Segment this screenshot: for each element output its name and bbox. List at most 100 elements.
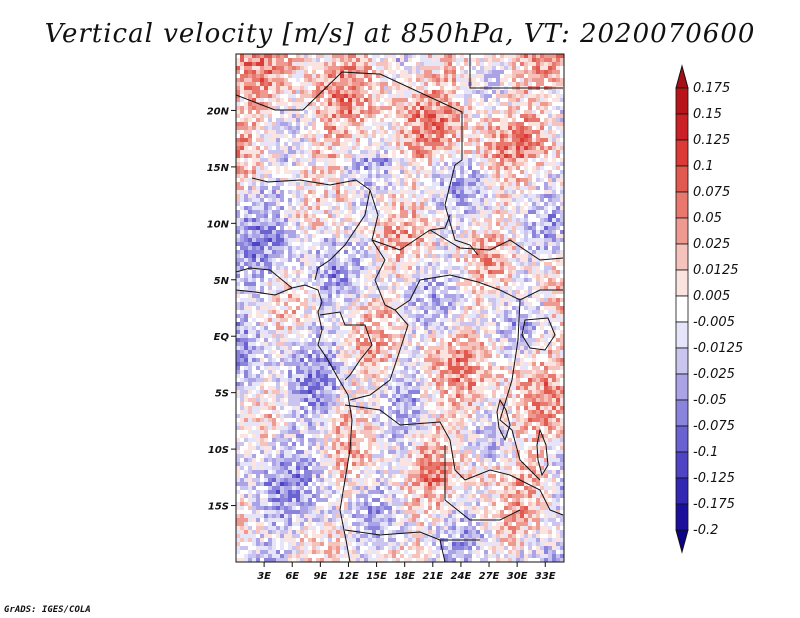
field-cell [548, 106, 553, 111]
field-cell [512, 134, 517, 139]
field-cell [440, 238, 445, 243]
field-cell [244, 242, 249, 247]
field-cell [528, 62, 533, 67]
field-cell [512, 206, 517, 211]
field-cell [276, 174, 281, 179]
field-cell [512, 154, 517, 159]
field-cell [560, 106, 564, 111]
field-cell [272, 242, 277, 247]
field-cell [472, 286, 477, 291]
field-cell [552, 98, 557, 103]
field-cell [360, 258, 365, 263]
field-cell [556, 142, 561, 147]
field-cell [416, 170, 421, 175]
field-cell [532, 166, 537, 171]
field-cell [312, 126, 317, 131]
field-cell [360, 106, 365, 111]
field-cell [268, 94, 273, 99]
field-cell [392, 70, 397, 75]
field-cell [556, 118, 561, 123]
field-cell [408, 282, 413, 287]
field-cell [348, 214, 353, 219]
field-cell [316, 238, 321, 243]
field-cell [560, 154, 564, 159]
field-cell [292, 282, 297, 287]
field-cell [516, 206, 521, 211]
field-cell [380, 246, 385, 251]
field-cell [524, 190, 529, 195]
field-cell [308, 122, 313, 127]
field-cell [384, 214, 389, 219]
field-cell [500, 162, 505, 167]
field-cell [504, 254, 509, 259]
field-cell [300, 190, 305, 195]
field-cell [332, 214, 337, 219]
field-cell [392, 290, 397, 295]
field-cell [360, 134, 365, 139]
field-cell [392, 126, 397, 131]
field-cell [356, 214, 361, 219]
field-cell [412, 266, 417, 271]
field-cell [432, 270, 437, 275]
field-cell [560, 222, 564, 227]
field-cell [404, 102, 409, 107]
field-cell [504, 130, 509, 135]
field-cell [464, 118, 469, 123]
field-cell [336, 122, 341, 127]
field-cell [556, 230, 561, 235]
field-cell [300, 134, 305, 139]
field-cell [312, 266, 317, 271]
field-cell [384, 210, 389, 215]
field-cell [300, 102, 305, 107]
field-cell [548, 242, 553, 247]
field-cell [368, 210, 373, 215]
field-cell [252, 170, 257, 175]
field-cell [520, 234, 525, 239]
field-cell [560, 130, 564, 135]
field-cell [344, 170, 349, 175]
field-cell [524, 90, 529, 95]
field-cell [368, 66, 373, 71]
field-cell [524, 234, 529, 239]
field-cell [320, 186, 325, 191]
field-cell [348, 106, 353, 111]
field-cell [516, 126, 521, 131]
field-cell [520, 146, 525, 151]
field-cell [292, 230, 297, 235]
field-cell [236, 294, 241, 299]
field-cell [492, 138, 497, 143]
field-cell [316, 194, 321, 199]
field-cell [368, 246, 373, 251]
field-cell [508, 98, 513, 103]
field-cell [452, 238, 457, 243]
field-cell [484, 54, 489, 59]
field-cell [240, 174, 245, 179]
field-cell [364, 174, 369, 179]
field-cell [432, 170, 437, 175]
field-cell [336, 270, 341, 275]
field-cell [516, 290, 521, 295]
field-cell [464, 98, 469, 103]
field-cell [364, 106, 369, 111]
field-cell [508, 270, 513, 275]
field-cell [328, 158, 333, 163]
field-cell [364, 58, 369, 63]
field-cell [480, 142, 485, 147]
field-cell [428, 194, 433, 199]
field-cell [320, 246, 325, 251]
field-cell [292, 110, 297, 115]
field-cell [272, 158, 277, 163]
field-cell [480, 58, 485, 63]
field-cell [284, 286, 289, 291]
field-cell [412, 242, 417, 247]
field-cell [544, 138, 549, 143]
field-cell [504, 258, 509, 263]
field-cell [428, 134, 433, 139]
field-cell [356, 274, 361, 279]
field-cell [416, 194, 421, 199]
field-cell [540, 146, 545, 151]
field-cell [404, 106, 409, 111]
field-cell [428, 158, 433, 163]
field-cell [280, 114, 285, 119]
field-cell [368, 134, 373, 139]
